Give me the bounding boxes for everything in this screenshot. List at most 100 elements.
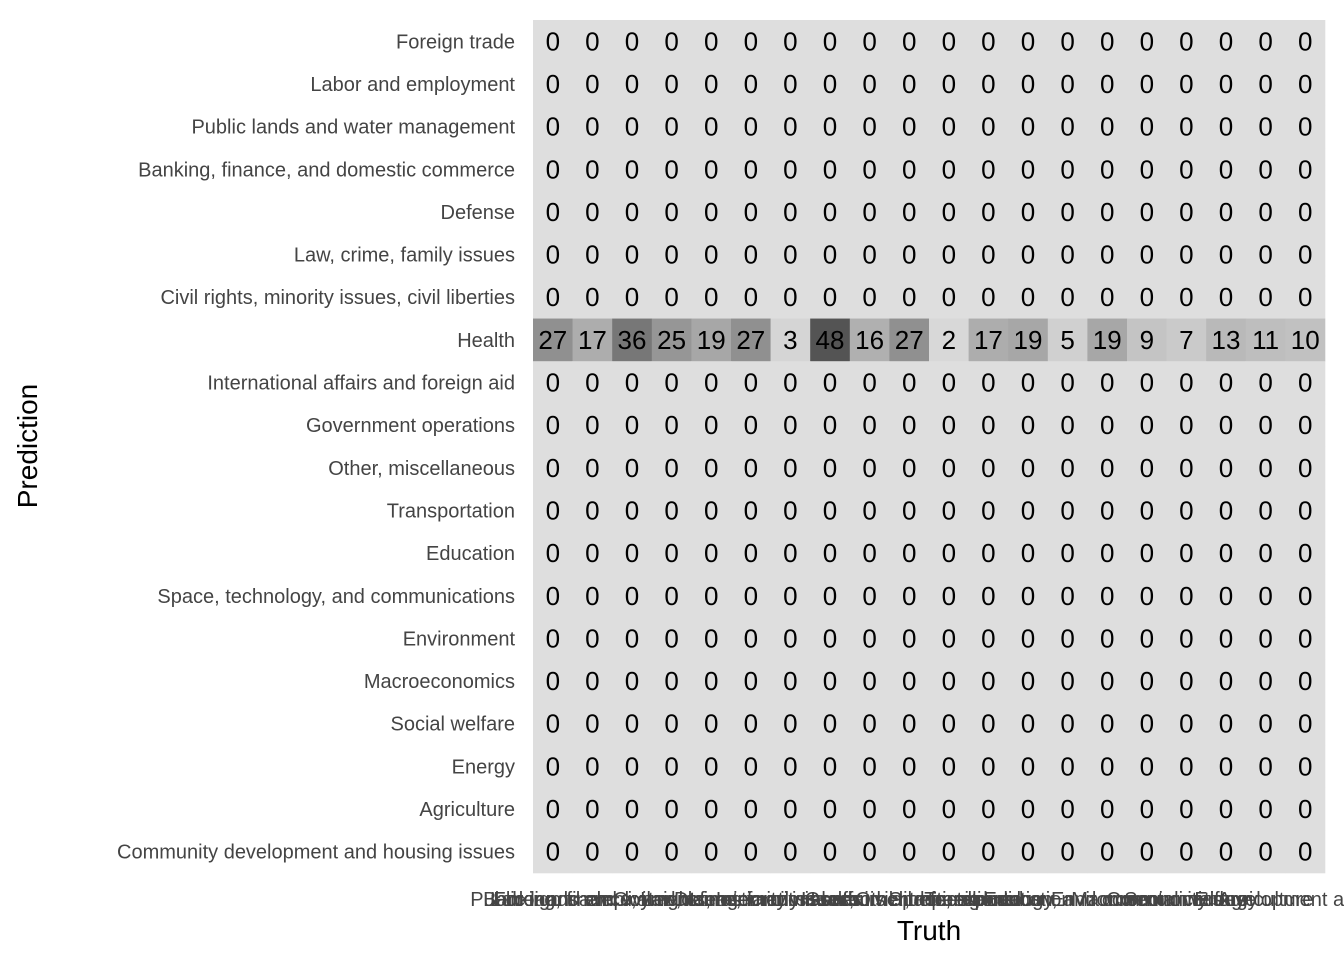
cell-value-label: 0 — [1179, 495, 1193, 525]
x-tick-label: Defense — [674, 889, 749, 911]
heatmap-cell — [1008, 830, 1049, 874]
heatmap-cell — [770, 489, 811, 533]
heatmap-cell — [1285, 787, 1326, 831]
y-tick-label: Agriculture — [419, 799, 515, 821]
cell-value-label: 0 — [664, 112, 678, 142]
cell-value-label: 0 — [585, 495, 599, 525]
heatmap-cell — [1166, 617, 1207, 661]
heatmap-cell — [889, 489, 930, 533]
x-tick-label: Banking, finance, and domestic commerce — [483, 889, 860, 911]
cell-value-label: 0 — [1021, 410, 1035, 440]
heatmap-cell — [1087, 446, 1128, 490]
y-tick-label: Law, crime, family issues — [294, 245, 515, 267]
heatmap-cell — [889, 20, 930, 63]
heatmap-cell — [1206, 745, 1247, 788]
heatmap-cell — [929, 574, 969, 618]
heatmap-cell — [612, 275, 653, 319]
cell-value-label: 0 — [1060, 709, 1074, 739]
heatmap-cell — [651, 489, 692, 533]
cell-value-label: 0 — [1298, 666, 1312, 696]
heatmap-cell — [1245, 62, 1286, 106]
heatmap-cell — [810, 531, 851, 575]
x-tick-label: Space, technology, and communications — [889, 889, 1247, 911]
cell-value-label: 0 — [942, 709, 956, 739]
heatmap-cell — [849, 20, 890, 63]
heatmap-cell — [691, 20, 732, 63]
heatmap-cell — [1206, 318, 1247, 362]
heatmap-cell — [731, 489, 771, 533]
heatmap-cell — [968, 318, 1009, 362]
cell-value-label: 0 — [1140, 154, 1154, 184]
heatmap-cell — [1285, 361, 1326, 405]
cell-value-label: 0 — [942, 666, 956, 696]
heatmap-cell — [731, 702, 771, 746]
cell-value-label: 0 — [1179, 410, 1193, 440]
heatmap-cell — [810, 702, 851, 746]
heatmap-cell — [849, 361, 890, 405]
heatmap-cell — [612, 830, 653, 874]
heatmap-cell — [1285, 659, 1326, 703]
heatmap-cell — [770, 20, 811, 63]
heatmap-cell — [533, 62, 573, 106]
y-tick-label: Other, miscellaneous — [328, 458, 515, 480]
cell-value-label: 0 — [902, 112, 916, 142]
heatmap-cell — [572, 745, 613, 788]
heatmap-cell — [968, 531, 1009, 575]
heatmap-cell — [1166, 105, 1207, 149]
cell-value-label: 0 — [744, 666, 758, 696]
heatmap-cell — [1285, 190, 1326, 234]
cell-value-label: 0 — [942, 282, 956, 312]
cell-value-label: 0 — [546, 623, 560, 653]
cell-value-label: 0 — [1021, 837, 1035, 867]
x-tick-label: Government operations — [805, 889, 1014, 911]
cell-value-label: 0 — [783, 453, 797, 483]
cell-value-label: 19 — [1014, 325, 1043, 355]
cell-value-label: 0 — [1100, 538, 1114, 568]
heatmap-cell — [651, 702, 692, 746]
heatmap-cell — [612, 147, 653, 191]
cell-value-label: 0 — [823, 666, 837, 696]
cell-value-label: 0 — [585, 368, 599, 398]
cell-value-label: 0 — [902, 623, 916, 653]
cell-value-label: 0 — [1140, 794, 1154, 824]
cell-value-label: 0 — [625, 837, 639, 867]
cell-value-label: 0 — [981, 112, 995, 142]
cell-value-label: 0 — [1179, 282, 1193, 312]
heatmap-cell — [810, 190, 851, 234]
cell-value-label: 0 — [1140, 453, 1154, 483]
heatmap-cell — [612, 318, 653, 362]
heatmap-cell — [1206, 787, 1247, 831]
cell-value-label: 0 — [783, 282, 797, 312]
cell-value-label: 0 — [1140, 709, 1154, 739]
heatmap-cell — [929, 233, 969, 277]
heatmap-cell — [1166, 20, 1207, 63]
heatmap-cell — [889, 745, 930, 788]
cell-value-label: 0 — [1060, 240, 1074, 270]
heatmap-cell — [731, 20, 771, 63]
x-tick-label: Energy — [1194, 889, 1257, 911]
cell-value-label: 0 — [1219, 240, 1233, 270]
heatmap-cell — [1285, 702, 1326, 746]
heatmap-cell — [1166, 659, 1207, 703]
heatmap-cell — [1008, 403, 1049, 447]
cell-value-label: 0 — [585, 154, 599, 184]
cell-value-label: 0 — [704, 69, 718, 99]
x-tick-label: Social welfare — [1124, 889, 1249, 911]
cell-value-label: 0 — [625, 495, 639, 525]
heatmap-cell — [1245, 531, 1286, 575]
cell-value-label: 0 — [664, 453, 678, 483]
cell-value-label: 0 — [1219, 794, 1233, 824]
heatmap-cell — [810, 446, 851, 490]
cell-value-label: 0 — [546, 240, 560, 270]
cell-value-label: 0 — [1060, 69, 1074, 99]
heatmap-cell — [1245, 403, 1286, 447]
heatmap-cell — [849, 275, 890, 319]
cell-value-label: 0 — [704, 581, 718, 611]
cell-value-label: 0 — [625, 410, 639, 440]
cell-value-label: 0 — [546, 495, 560, 525]
heatmap-cell — [691, 233, 732, 277]
cell-value-label: 0 — [783, 26, 797, 56]
cell-value-label: 0 — [823, 837, 837, 867]
heatmap-cell — [651, 830, 692, 874]
heatmap-cell — [1166, 787, 1207, 831]
